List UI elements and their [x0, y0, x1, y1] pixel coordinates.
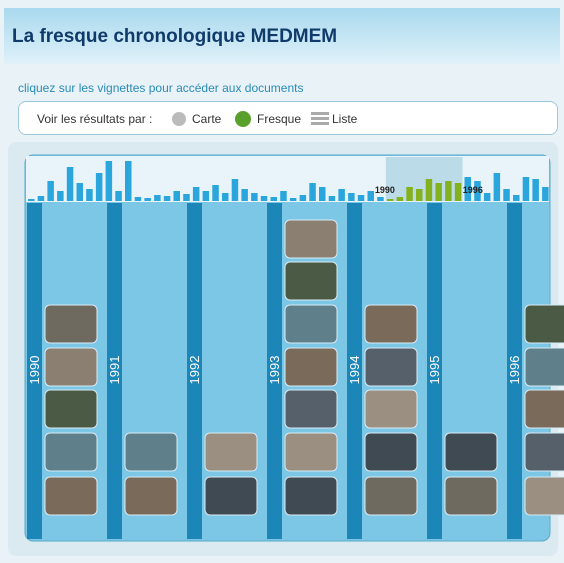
histogram-bar — [368, 191, 375, 201]
year-label: 1994 — [347, 356, 362, 385]
histogram-bar — [96, 173, 103, 201]
thumbnail[interactable] — [365, 433, 417, 471]
histogram-bar — [377, 197, 384, 201]
histogram-bar — [154, 195, 161, 201]
thumbnail[interactable] — [285, 305, 337, 343]
thumbnail[interactable] — [45, 348, 97, 386]
histogram-bar — [135, 197, 142, 201]
range-label: 1990 — [375, 185, 395, 195]
histogram-bar — [513, 195, 520, 201]
histogram-bar — [348, 193, 355, 201]
thumbnail[interactable] — [205, 433, 257, 471]
histogram-bar — [435, 183, 442, 201]
thumbnail[interactable] — [285, 220, 337, 258]
histogram-bar — [57, 191, 64, 201]
histogram-bar — [484, 193, 491, 201]
year-label: 1991 — [107, 356, 122, 385]
range-label: 1996 — [463, 185, 483, 195]
histogram-bar — [406, 187, 413, 201]
histogram-bar — [455, 183, 462, 201]
histogram-bar — [358, 195, 365, 201]
histogram-bar — [241, 189, 248, 201]
histogram-bar — [164, 196, 171, 201]
thumbnail[interactable] — [365, 477, 417, 515]
year-label: 1990 — [27, 356, 42, 385]
thumbnail[interactable] — [125, 477, 177, 515]
histogram-bar — [212, 185, 219, 201]
thumbnail[interactable] — [365, 348, 417, 386]
thumbnail[interactable] — [45, 305, 97, 343]
histogram-bar — [222, 193, 229, 201]
histogram-bar — [397, 197, 404, 201]
year-label: 1993 — [267, 356, 282, 385]
histogram-bar — [271, 197, 278, 201]
thumbnail[interactable] — [285, 348, 337, 386]
histogram-bar — [251, 193, 258, 201]
histogram-bar — [115, 191, 122, 201]
thumbnail[interactable] — [525, 433, 564, 471]
thumbnail[interactable] — [45, 433, 97, 471]
thumbnail[interactable] — [525, 390, 564, 428]
histogram-bar — [174, 191, 181, 201]
thumbnail[interactable] — [525, 477, 564, 515]
histogram-bar — [47, 181, 54, 201]
thumbnail[interactable] — [285, 390, 337, 428]
histogram-bar — [232, 179, 239, 201]
histogram-bar — [290, 198, 297, 201]
thumbnail[interactable] — [285, 433, 337, 471]
histogram-bar — [494, 173, 501, 201]
histogram-bar — [28, 199, 35, 201]
thumbnail[interactable] — [205, 477, 257, 515]
thumbnail[interactable] — [45, 390, 97, 428]
histogram-bar — [523, 177, 530, 201]
histogram-bar — [203, 191, 210, 201]
histogram-bar — [183, 194, 190, 201]
histogram-bar — [319, 187, 326, 201]
thumbnail[interactable] — [365, 390, 417, 428]
histogram-bar — [67, 167, 74, 201]
histogram-bar — [125, 161, 132, 201]
year-label: 1996 — [507, 356, 522, 385]
thumbnail[interactable] — [125, 433, 177, 471]
histogram-bar — [329, 196, 336, 201]
histogram-bar — [38, 196, 45, 201]
histogram-bar — [542, 187, 549, 201]
histogram-bar — [387, 199, 394, 201]
thumbnail[interactable] — [285, 477, 337, 515]
histogram-bar — [280, 191, 287, 201]
year-label: 1992 — [187, 356, 202, 385]
histogram-bar — [193, 187, 200, 201]
thumbnail[interactable] — [445, 433, 497, 471]
histogram-bar — [426, 179, 433, 201]
thumbnail[interactable] — [525, 348, 564, 386]
histogram-bar — [416, 189, 423, 201]
histogram-bar — [532, 179, 539, 201]
histogram-bar — [261, 196, 268, 201]
timeline: 1990 1996 1990 1991 1992 1993 1994 1995 1996 — [0, 0, 564, 563]
thumbnail[interactable] — [525, 305, 564, 343]
thumbnail[interactable] — [285, 262, 337, 300]
histogram-bar — [77, 183, 84, 201]
thumbnail[interactable] — [45, 477, 97, 515]
histogram-bar — [106, 161, 113, 201]
thumbnail[interactable] — [445, 477, 497, 515]
page: La fresque chronologique MEDMEM cliquez … — [0, 0, 564, 563]
histogram-bar — [338, 189, 345, 201]
histogram-bar — [503, 189, 510, 201]
histogram-bar — [300, 195, 307, 201]
histogram-bar — [144, 198, 151, 201]
histogram-bar — [86, 189, 93, 201]
histogram-bar — [309, 183, 316, 201]
thumbnail[interactable] — [365, 305, 417, 343]
year-label: 1995 — [427, 356, 442, 385]
histogram-bar — [445, 181, 452, 201]
